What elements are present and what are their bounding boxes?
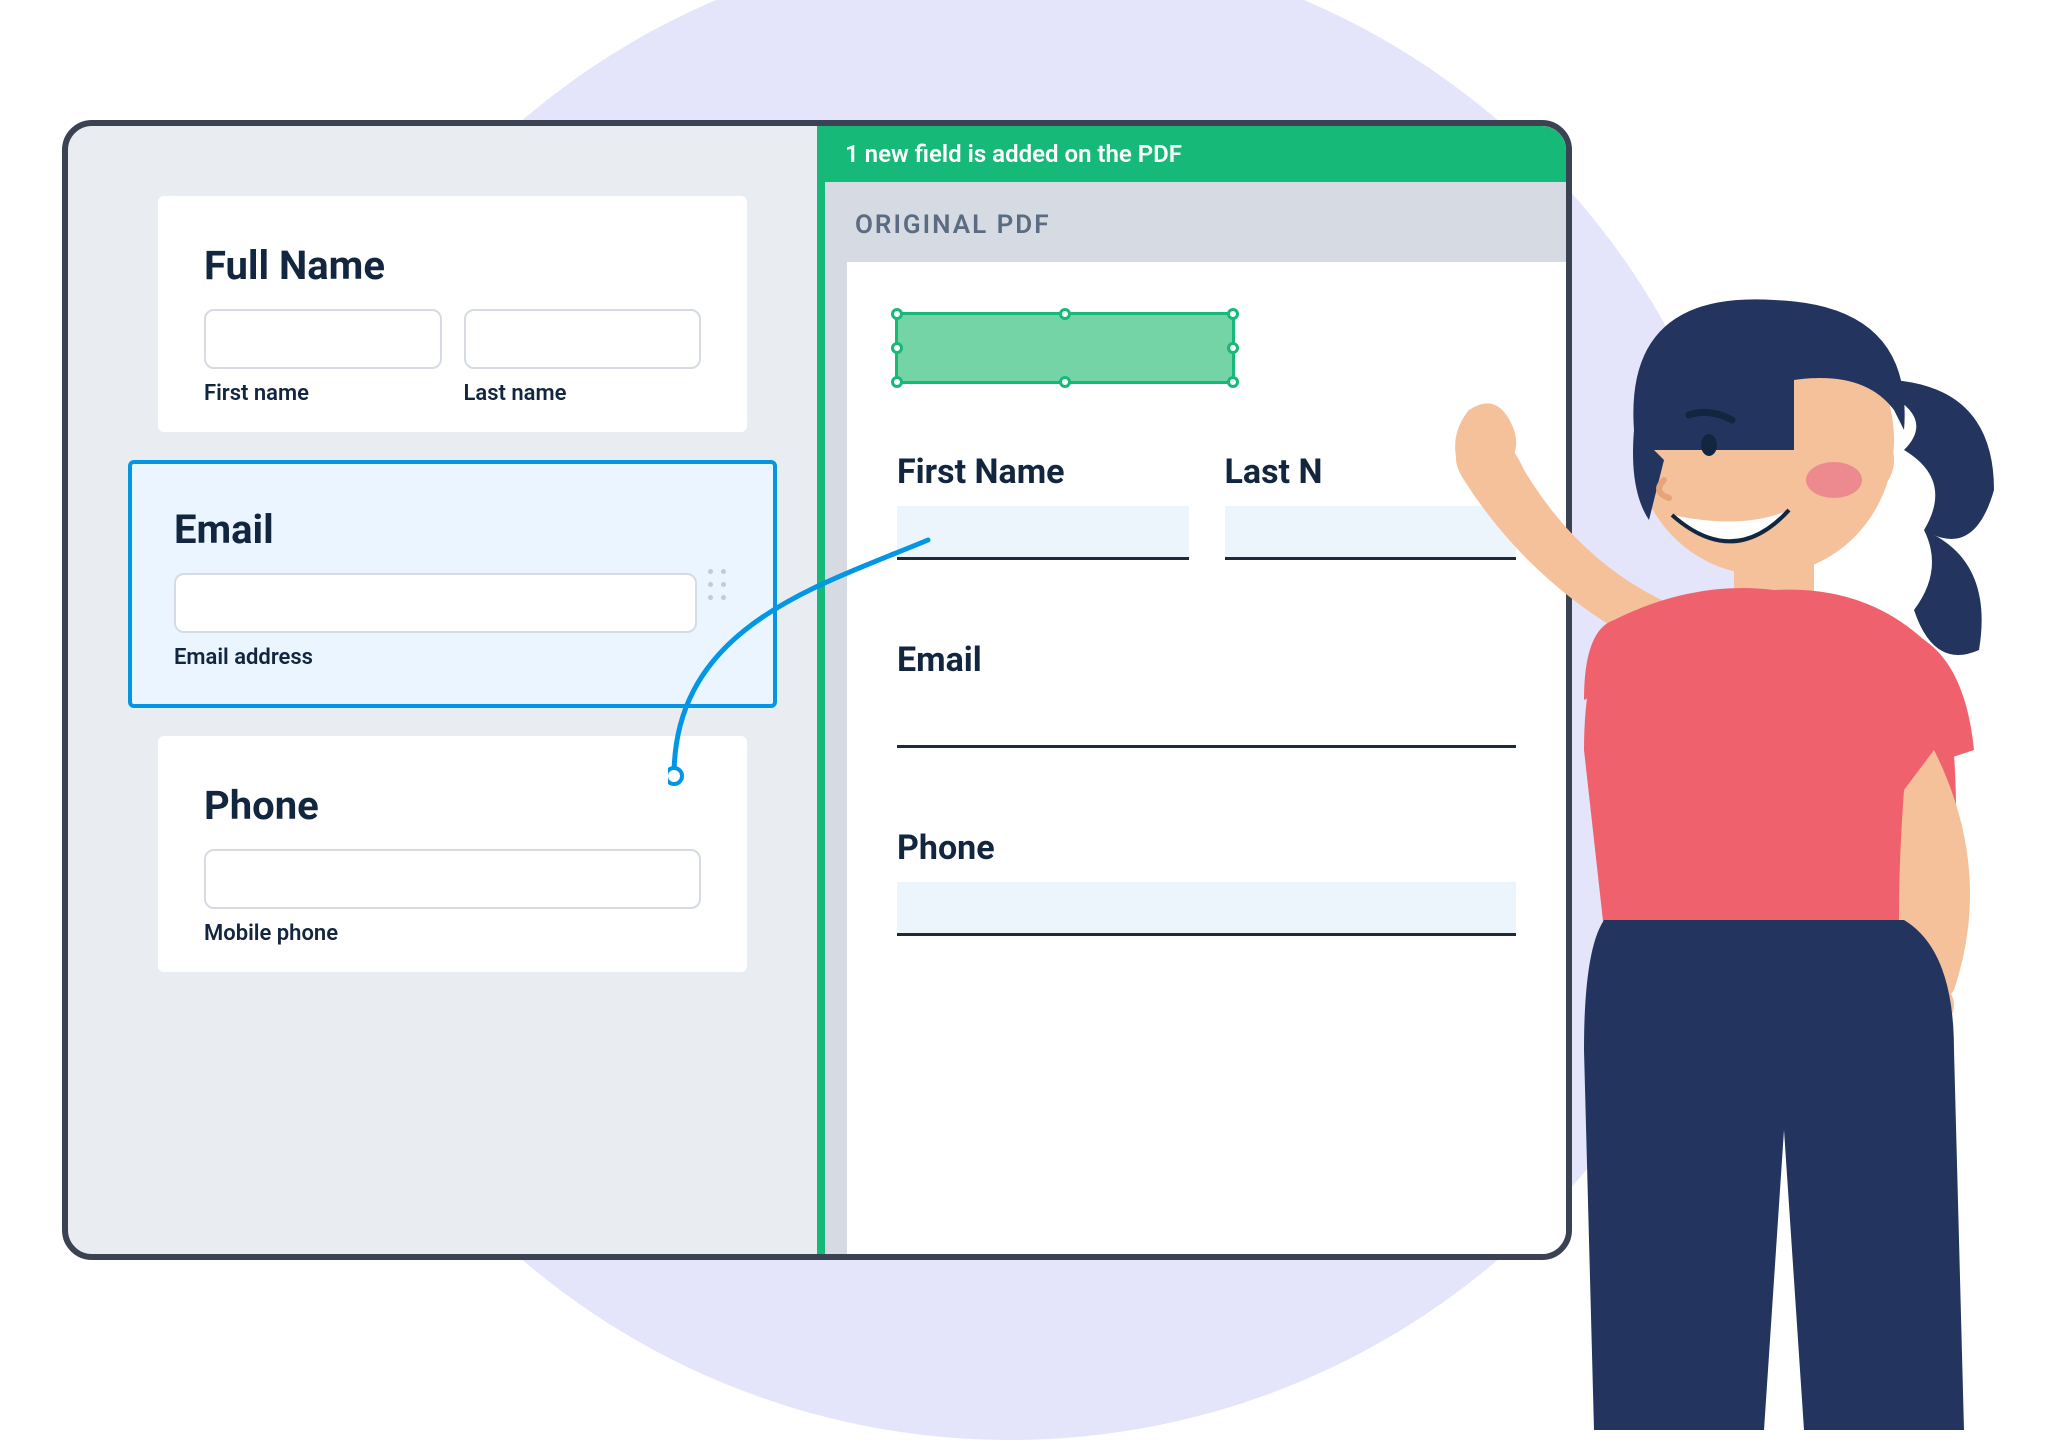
drag-handle-icon[interactable] <box>705 568 729 600</box>
resize-handle-icon[interactable] <box>891 308 903 320</box>
notification-tab: 1 new field is added on the PDF <box>817 126 1566 182</box>
notification-text: 1 new field is added on the PDF <box>845 140 1182 168</box>
resize-handle-icon[interactable] <box>1227 376 1239 388</box>
pdf-field-label: Email <box>897 640 1516 680</box>
last-name-input[interactable] <box>464 309 702 369</box>
form-group-email[interactable]: Email Email address <box>128 460 777 708</box>
person-illustration <box>1434 230 2034 1430</box>
form-builder-pane: Full Name First name Last name Email <box>68 126 817 1254</box>
sub-label: First name <box>204 381 442 406</box>
app-window: Full Name First name Last name Email <box>62 120 1572 1260</box>
phone-input[interactable] <box>204 849 701 909</box>
pdf-field-label: Phone <box>897 828 1516 868</box>
resize-handle-icon[interactable] <box>1059 376 1071 388</box>
pdf-phone-field[interactable] <box>897 882 1516 936</box>
resize-handle-icon[interactable] <box>1059 308 1071 320</box>
sub-label: Email address <box>174 645 697 670</box>
form-group-phone[interactable]: Phone Mobile phone <box>158 736 747 972</box>
new-field-box[interactable] <box>895 312 1235 384</box>
pdf-field-label: First Name <box>897 452 1189 492</box>
sub-label: Mobile phone <box>204 921 701 946</box>
form-group-fullname[interactable]: Full Name First name Last name <box>158 196 747 432</box>
resize-handle-icon[interactable] <box>891 342 903 354</box>
pdf-email-field[interactable] <box>897 694 1516 748</box>
resize-handle-icon[interactable] <box>891 376 903 388</box>
first-name-input[interactable] <box>204 309 442 369</box>
email-input[interactable] <box>174 573 697 633</box>
group-title: Full Name <box>204 242 701 289</box>
sub-label: Last name <box>464 381 702 406</box>
group-title: Email <box>174 506 697 553</box>
resize-handle-icon[interactable] <box>1227 342 1239 354</box>
pdf-first-name-field[interactable] <box>897 506 1189 560</box>
group-title: Phone <box>204 782 701 829</box>
resize-handle-icon[interactable] <box>1227 308 1239 320</box>
